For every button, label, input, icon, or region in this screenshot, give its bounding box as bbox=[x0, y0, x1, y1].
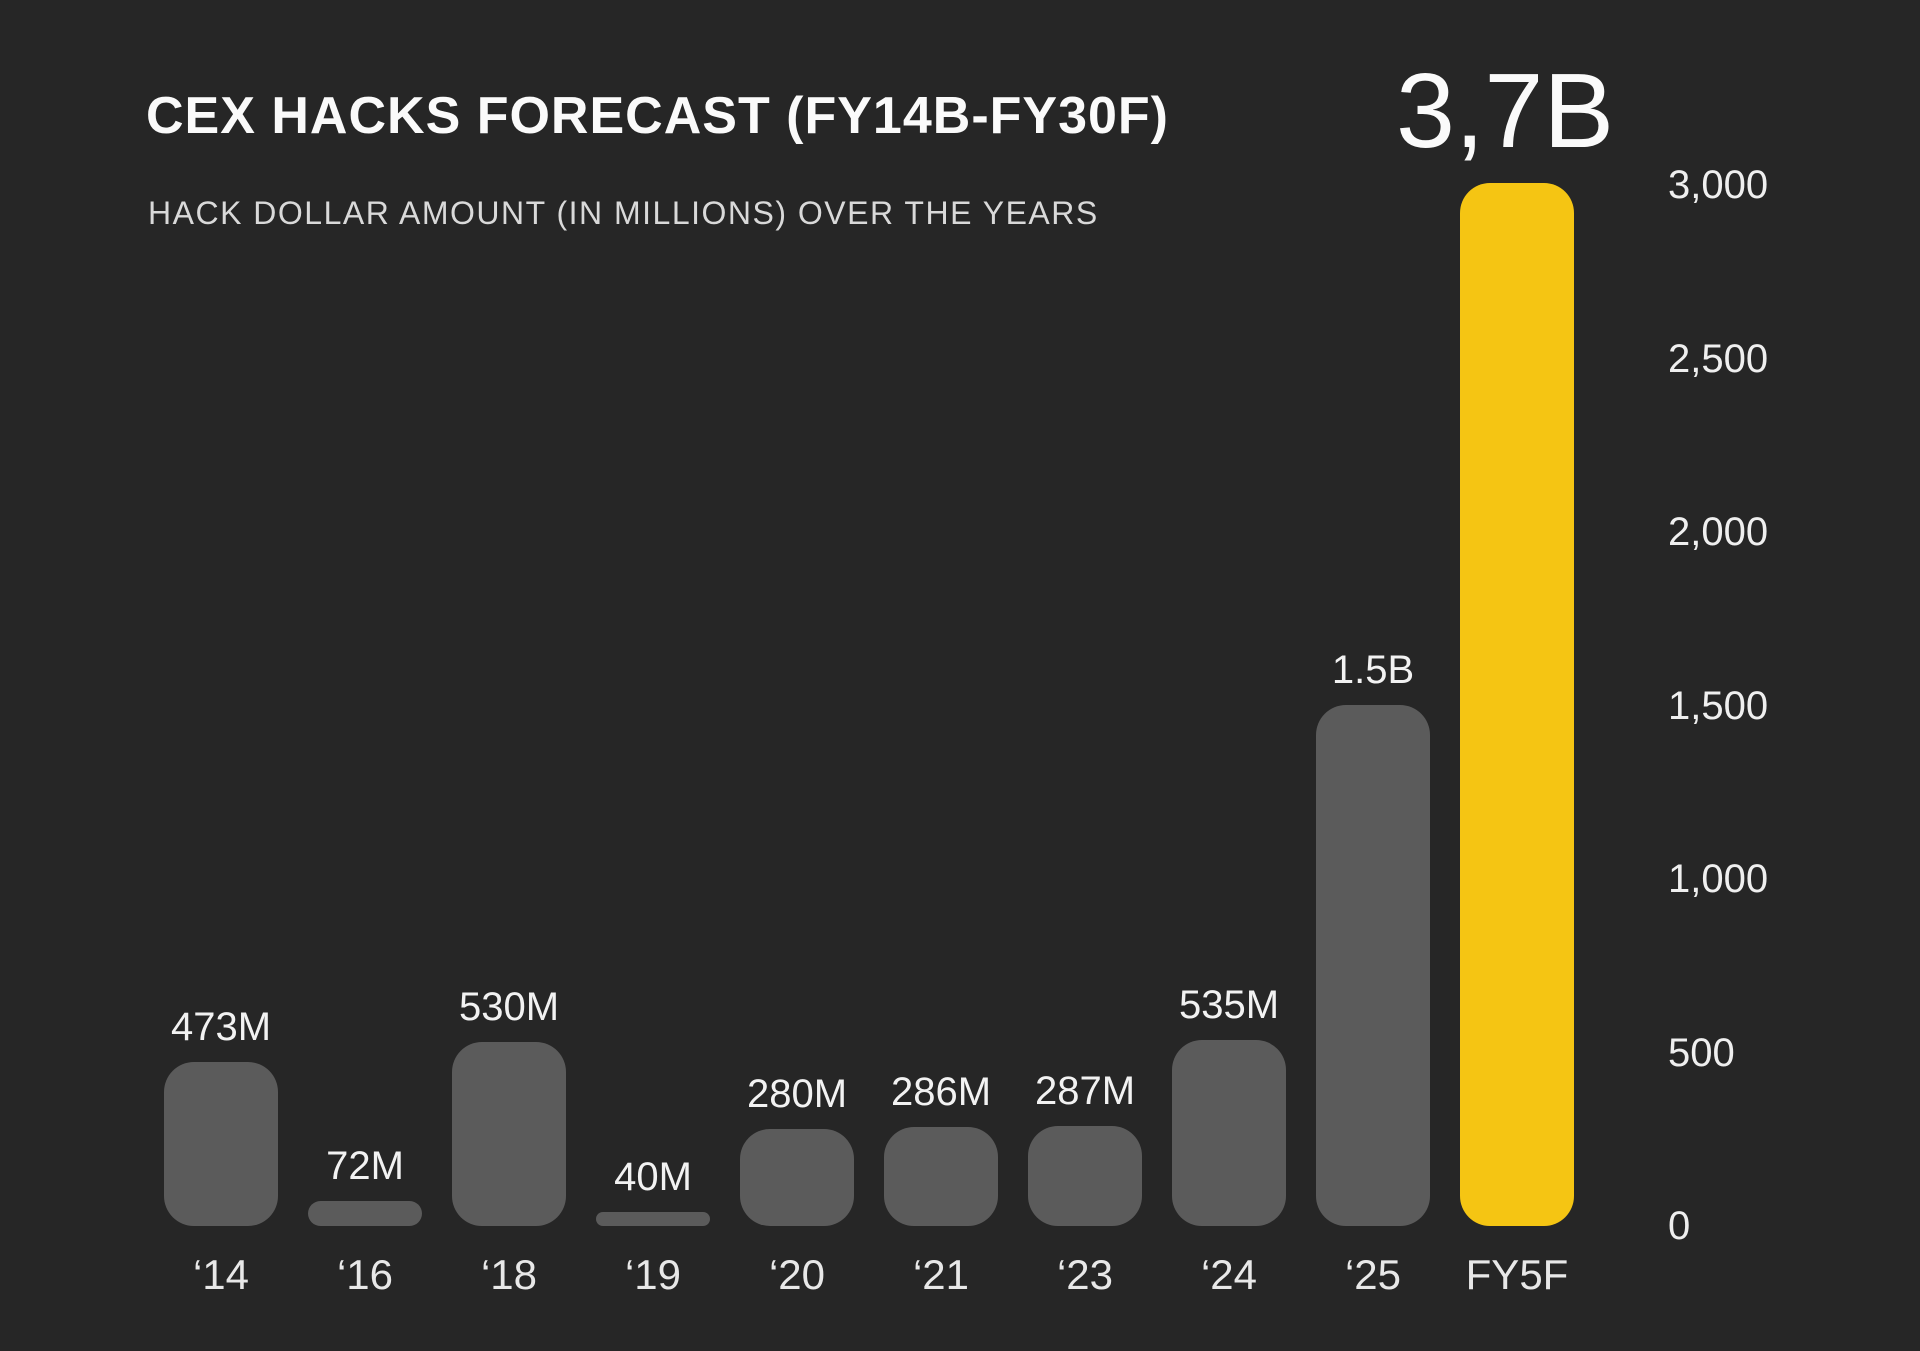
bar bbox=[884, 1127, 998, 1226]
bar-value-label: 286M bbox=[890, 1070, 992, 1114]
forecast-value-label: 3,7B bbox=[1395, 52, 1615, 170]
x-axis-tick-label: ‘18 bbox=[480, 1251, 538, 1298]
x-axis-tick-label: FY5F bbox=[1465, 1251, 1569, 1298]
bar-forecast-highlight bbox=[1460, 183, 1574, 1226]
bar-value-label: 473M bbox=[170, 1005, 272, 1049]
bar bbox=[1172, 1040, 1286, 1226]
bar bbox=[452, 1042, 566, 1226]
y-axis-tick-label: 3,000 bbox=[1668, 163, 1769, 207]
x-axis-tick-label: ‘21 bbox=[912, 1251, 970, 1298]
y-axis-tick-label: 500 bbox=[1668, 1030, 1735, 1075]
bar-value-label: 287M bbox=[1034, 1069, 1136, 1113]
x-axis-tick-label: ‘23 bbox=[1056, 1251, 1114, 1298]
bar bbox=[1316, 705, 1430, 1226]
bar-value-label: 530M bbox=[458, 985, 560, 1029]
x-axis-tick-label: ‘16 bbox=[336, 1251, 394, 1298]
bar-value-label: 72M bbox=[326, 1144, 404, 1188]
bar bbox=[164, 1062, 278, 1226]
bar bbox=[1028, 1126, 1142, 1226]
bar bbox=[308, 1201, 422, 1226]
bar-value-label: 535M bbox=[1178, 983, 1280, 1027]
y-axis-tick-label: 2,500 bbox=[1668, 336, 1769, 381]
bar-value-label: 40M bbox=[614, 1155, 692, 1199]
y-axis-tick-label: 2,000 bbox=[1668, 510, 1769, 554]
y-axis-tick-label: 1,500 bbox=[1668, 683, 1769, 728]
bar-value-label: 1.5B bbox=[1331, 648, 1415, 692]
x-axis-tick-label: ‘20 bbox=[768, 1251, 826, 1298]
chart-subtitle: HACK DOLLAR AMOUNT (IN MILLIONS) OVER TH… bbox=[148, 195, 1099, 231]
y-axis-tick-label: 1,000 bbox=[1668, 857, 1769, 901]
chart-title: CEX HACKS FORECAST (FY14B-FY30F) bbox=[146, 87, 1169, 145]
x-axis-tick-label: ‘14 bbox=[192, 1251, 250, 1298]
x-axis-tick-label: ‘19 bbox=[624, 1251, 682, 1298]
y-axis-tick-label: 0 bbox=[1668, 1204, 1691, 1248]
bar bbox=[596, 1212, 710, 1226]
x-axis-tick-label: ‘24 bbox=[1200, 1251, 1258, 1298]
bar bbox=[740, 1129, 854, 1226]
x-axis-tick-label: ‘25 bbox=[1344, 1251, 1402, 1298]
bar-value-label: 280M bbox=[746, 1072, 848, 1116]
